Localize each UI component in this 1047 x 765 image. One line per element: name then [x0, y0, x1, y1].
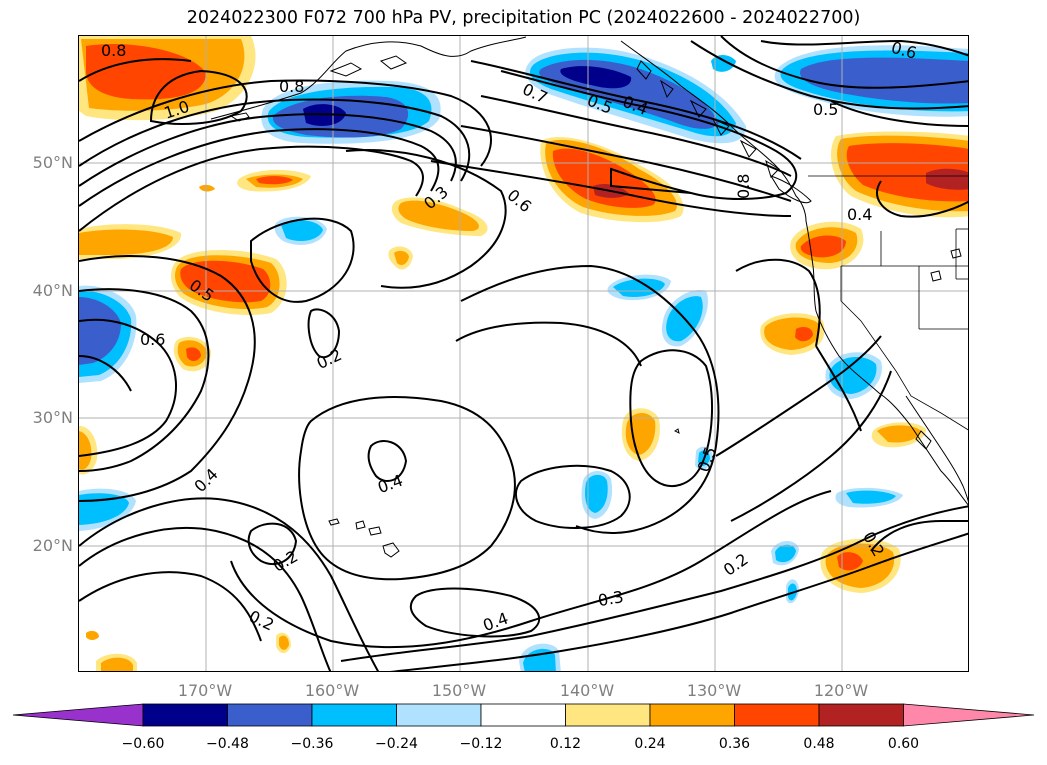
colorbar-segment — [227, 703, 313, 727]
precip-positive-region — [877, 425, 921, 443]
precip-negative-region — [711, 55, 736, 72]
pv-contours — [79, 36, 968, 671]
colorbar-extend-min — [12, 703, 144, 727]
map-canvas: 0.8 1.0 0.8 0.7 0.5 0.4 0.6 0.5 0.3 0.6 … — [79, 36, 968, 671]
lon-label-130w: 130°W — [686, 681, 742, 700]
precip-negative-region — [560, 66, 632, 89]
colorbar-segment — [734, 703, 820, 727]
contour-label: 0.4 — [480, 609, 510, 636]
plot-title: 2024022300 F072 700 hPa PV, precipitatio… — [186, 8, 861, 28]
lat-label-20n: 20°N — [32, 536, 73, 555]
colorbar-segment — [818, 703, 904, 727]
colorbar-segment — [396, 703, 482, 727]
contour-label: 0.2 — [270, 546, 302, 575]
political-borders — [808, 175, 968, 431]
precip-positive-region — [256, 176, 293, 185]
precip-positive-region — [186, 347, 201, 361]
contour-label: 0.4 — [847, 205, 872, 224]
map-panel: 0.8 1.0 0.8 0.7 0.5 0.4 0.6 0.5 0.3 0.6 … — [78, 35, 969, 672]
precip-positive-region — [86, 630, 99, 640]
precip-positive-region — [926, 168, 968, 190]
precip-negative-region — [79, 297, 121, 365]
precip-negative-region — [585, 474, 608, 513]
lon-label-150w: 150°W — [431, 681, 487, 700]
precip-negative-region — [829, 356, 877, 394]
lon-label-160w: 160°W — [304, 681, 360, 700]
precip-positive-region — [199, 184, 215, 192]
contour-label: 0.8 — [279, 77, 304, 96]
precip-positive-region — [398, 200, 479, 231]
precip-negative-region — [281, 220, 323, 242]
colorbar-tick-label: 0.12 — [549, 736, 582, 752]
lon-label-120w: 120°W — [813, 681, 869, 700]
contour-label: 0.2 — [720, 549, 752, 579]
contour-label: 0.6 — [504, 185, 536, 216]
coastlines — [210, 36, 968, 558]
precip-negative-region — [613, 278, 665, 297]
precip-positive-region — [625, 412, 656, 455]
colorbar-tick-label: −0.12 — [459, 736, 503, 752]
colorbar-tick-label: 0.36 — [718, 736, 751, 752]
lon-label-140w: 140°W — [559, 681, 615, 700]
colorbar-extend-max — [903, 703, 1035, 727]
precip-positive-region — [79, 431, 92, 470]
lat-label-50n: 50°N — [32, 153, 73, 172]
precip-positive-region — [86, 44, 206, 100]
contour-label: 0.2 — [314, 345, 345, 373]
contour-label: 0.8 — [101, 41, 126, 60]
precip-negative-region — [775, 544, 796, 563]
colorbar-segment — [565, 703, 651, 727]
colorbar-segment — [480, 703, 566, 727]
colorbar-tick-label: 0.24 — [634, 736, 666, 752]
graticule — [79, 36, 968, 671]
contour-label: 0.4 — [190, 465, 221, 496]
precip-positive-region — [837, 552, 863, 571]
lat-label-40n: 40°N — [32, 281, 73, 300]
colorbar-segment — [649, 703, 735, 727]
colorbar-tick-label: −0.60 — [121, 736, 165, 752]
precip-positive-region — [79, 229, 173, 255]
contour-label: 0.3 — [597, 587, 625, 610]
contour-label: 0.6 — [140, 330, 165, 349]
precip-negative-region — [846, 490, 896, 504]
precip-positive-region — [101, 657, 133, 671]
colorbar — [12, 703, 1035, 727]
precip-positive-region — [800, 235, 846, 258]
colorbar-tick-label: 0.48 — [803, 736, 835, 752]
precip-positive-region — [180, 260, 271, 303]
colorbar-tick-label: 0.60 — [887, 736, 920, 752]
contour-label: 0.2 — [246, 607, 277, 635]
precip-positive-region — [279, 635, 289, 650]
colorbar-tick-label: −0.36 — [290, 736, 334, 752]
contour-label: 0.5 — [813, 100, 838, 119]
lon-label-170w: 170°W — [177, 681, 233, 700]
colorbar-tick-label: −0.48 — [206, 736, 249, 752]
precip-positive-region — [394, 250, 409, 265]
contour-label: 0.8 — [734, 174, 753, 199]
colorbar-segment — [142, 703, 228, 727]
colorbar-segment — [311, 703, 397, 727]
colorbar-tick-label: −0.24 — [375, 736, 418, 752]
precip-positive-region — [795, 327, 813, 342]
precip-negative-region — [523, 648, 556, 671]
lat-label-30n: 30°N — [32, 408, 73, 427]
precip-positive-region — [764, 317, 820, 350]
precip-fill-layer — [79, 36, 968, 671]
